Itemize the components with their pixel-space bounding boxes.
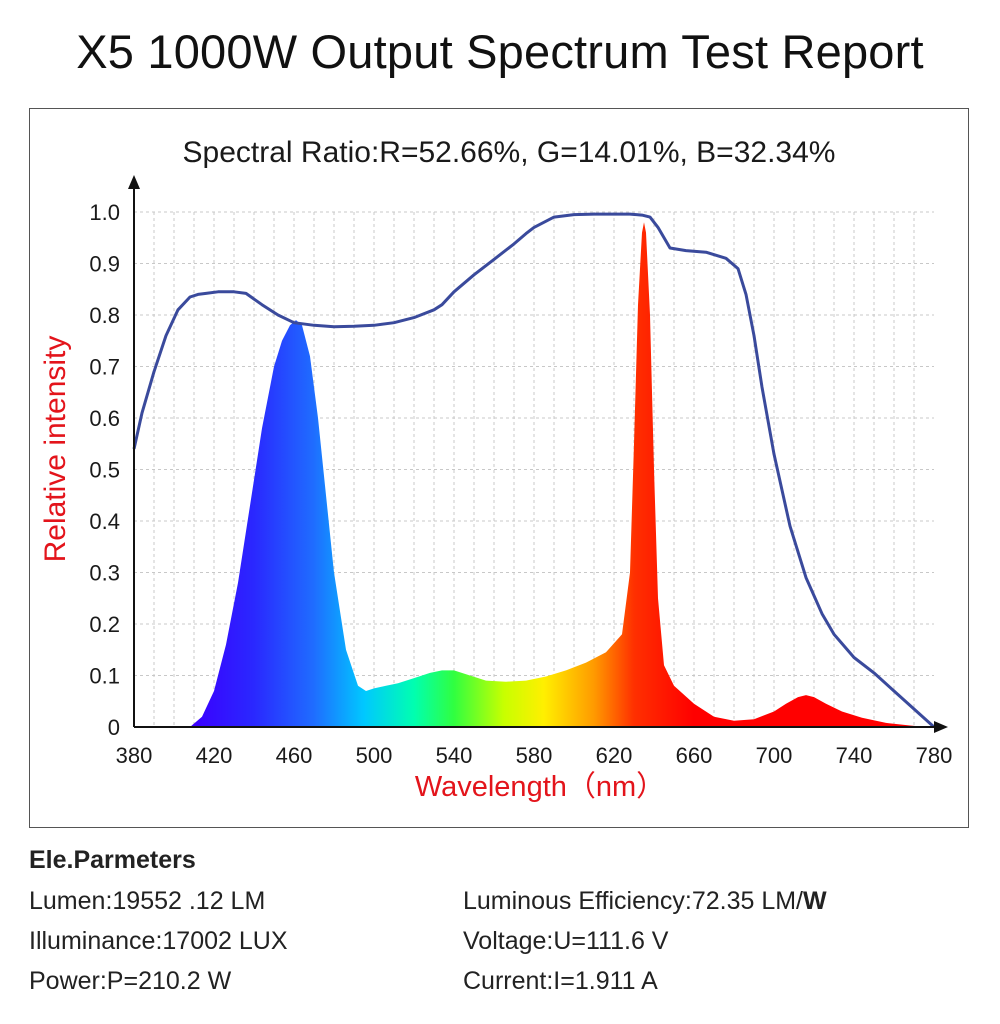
x-tick-label: 740 xyxy=(836,743,873,768)
page-title: X5 1000W Output Spectrum Test Report xyxy=(76,25,924,78)
x-tick-label: 660 xyxy=(676,743,713,768)
power-value: Power:P=210.2 W xyxy=(29,967,232,995)
current-value: Current:I=1.911 A xyxy=(463,967,658,995)
spectrum-chart: Spectral Ratio:R=52.66%, G=14.01%, B=32.… xyxy=(39,136,953,803)
y-tick-label: 0.6 xyxy=(89,406,120,431)
y-tick-label: 1.0 xyxy=(89,200,120,225)
x-tick-label: 500 xyxy=(356,743,393,768)
emission-spectrum-area xyxy=(190,222,926,728)
voltage-value: Voltage:U=111.6 V xyxy=(463,927,669,955)
params-heading: Ele.Parmeters xyxy=(29,846,196,874)
y-tick-label: 0.3 xyxy=(89,561,120,586)
luminous-efficiency-unit: W xyxy=(803,887,827,915)
y-axis-label: Relative intensity xyxy=(39,336,72,563)
y-tick-label: 0.1 xyxy=(89,664,120,689)
x-tick-label: 620 xyxy=(596,743,633,768)
y-tick-label: 0.8 xyxy=(89,303,120,328)
relative-curve-line xyxy=(132,212,936,729)
y-tick-label: 0.5 xyxy=(89,458,120,483)
y-tick-label: 0.7 xyxy=(89,355,120,380)
x-tick-label: 580 xyxy=(516,743,553,768)
y-tick-labels: 0 0.1 0.2 0.3 0.4 0.5 0.6 0.7 0.8 0.9 1.0 xyxy=(89,200,120,740)
axes xyxy=(128,175,948,733)
x-tick-labels: 380 420 460 500 540 580 620 660 700 740 780 xyxy=(116,743,953,768)
chart-subtitle: Spectral Ratio:R=52.66%, G=14.01%, B=32.… xyxy=(183,136,836,169)
x-tick-label: 780 xyxy=(916,743,953,768)
x-tick-label: 700 xyxy=(756,743,793,768)
x-axis-label: Wavelength（nm） xyxy=(415,771,665,803)
y-axis-arrow xyxy=(128,175,140,189)
x-axis-arrow xyxy=(934,721,948,733)
chart-frame: Spectral Ratio:R=52.66%, G=14.01%, B=32.… xyxy=(29,108,969,828)
y-tick-label: 0.9 xyxy=(89,252,120,277)
luminous-efficiency-value: Luminous Efficiency:72.35 LM/W xyxy=(463,887,827,916)
x-tick-label: 380 xyxy=(116,743,153,768)
luminous-efficiency-text: Luminous Efficiency:72.35 LM/ xyxy=(463,887,804,915)
x-tick-label: 460 xyxy=(276,743,313,768)
y-tick-label: 0 xyxy=(108,715,120,740)
illuminance-value: Illuminance:17002 LUX xyxy=(29,927,288,955)
lumen-value: Lumen:19552 .12 LM xyxy=(29,887,266,915)
x-tick-label: 420 xyxy=(196,743,233,768)
x-tick-label: 540 xyxy=(436,743,473,768)
y-tick-label: 0.4 xyxy=(89,509,120,534)
y-tick-label: 0.2 xyxy=(89,612,120,637)
